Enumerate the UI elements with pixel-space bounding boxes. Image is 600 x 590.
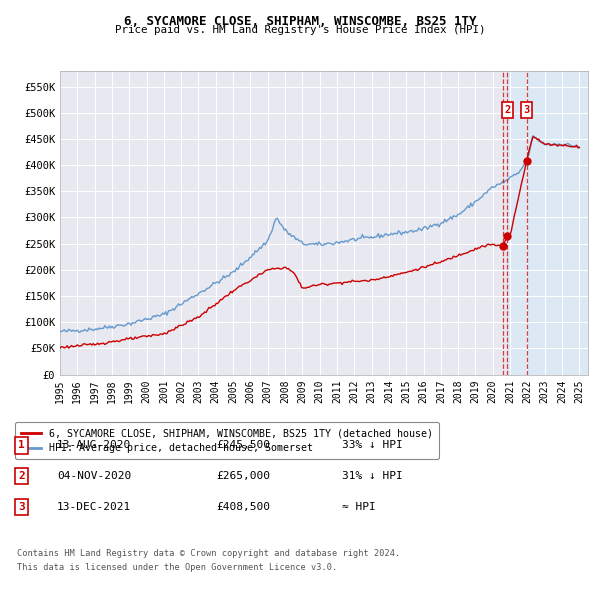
Bar	[508, 71, 588, 375]
Text: 3: 3	[18, 502, 25, 512]
Text: This data is licensed under the Open Government Licence v3.0.: This data is licensed under the Open Gov…	[17, 563, 337, 572]
Legend: 6, SYCAMORE CLOSE, SHIPHAM, WINSCOMBE, BS25 1TY (detached house), HPI: Average p: 6, SYCAMORE CLOSE, SHIPHAM, WINSCOMBE, B…	[15, 422, 439, 459]
Text: 2: 2	[18, 471, 25, 481]
Text: 04-NOV-2020: 04-NOV-2020	[57, 471, 131, 481]
Text: £265,000: £265,000	[216, 471, 270, 481]
Text: ≈ HPI: ≈ HPI	[342, 502, 376, 512]
Text: £245,500: £245,500	[216, 441, 270, 450]
Text: 13-AUG-2020: 13-AUG-2020	[57, 441, 131, 450]
Text: Contains HM Land Registry data © Crown copyright and database right 2024.: Contains HM Land Registry data © Crown c…	[17, 549, 400, 558]
Text: 2: 2	[504, 105, 511, 115]
Text: 33% ↓ HPI: 33% ↓ HPI	[342, 441, 403, 450]
Text: 13-DEC-2021: 13-DEC-2021	[57, 502, 131, 512]
Text: 31% ↓ HPI: 31% ↓ HPI	[342, 471, 403, 481]
Text: Price paid vs. HM Land Registry's House Price Index (HPI): Price paid vs. HM Land Registry's House …	[115, 25, 485, 35]
Text: £408,500: £408,500	[216, 502, 270, 512]
Text: 1: 1	[18, 441, 25, 450]
Text: 6, SYCAMORE CLOSE, SHIPHAM, WINSCOMBE, BS25 1TY: 6, SYCAMORE CLOSE, SHIPHAM, WINSCOMBE, B…	[124, 15, 476, 28]
Text: 3: 3	[523, 105, 530, 115]
